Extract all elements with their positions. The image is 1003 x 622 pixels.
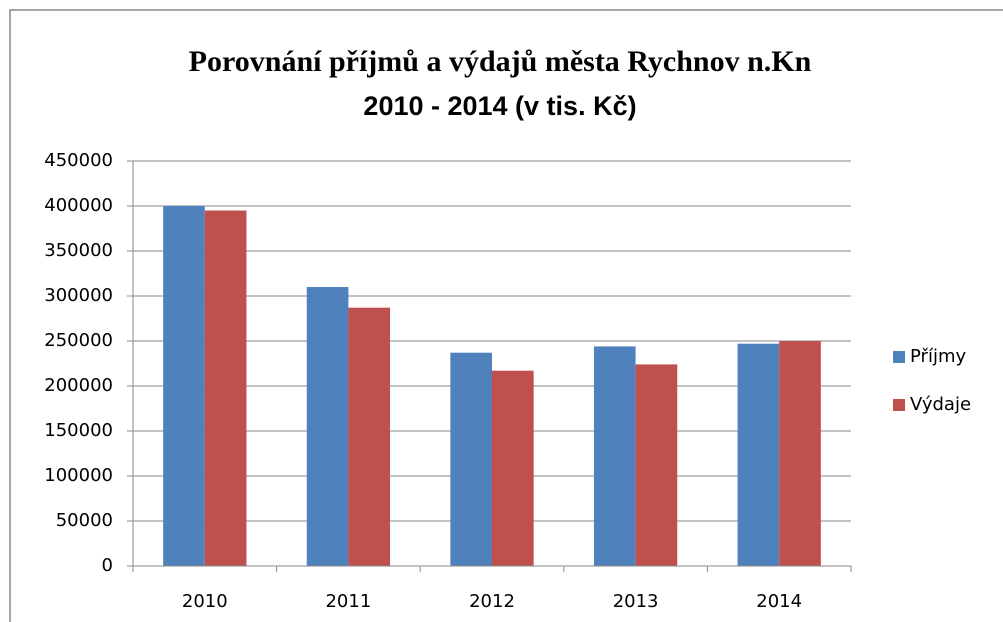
y-tick-label: 200000 xyxy=(44,375,113,396)
legend-swatch xyxy=(893,399,905,411)
legend-label: Výdaje xyxy=(910,394,971,415)
x-tick-label: 2013 xyxy=(613,591,659,612)
bar xyxy=(163,206,205,566)
bar xyxy=(593,346,636,566)
x-tick-label: 2012 xyxy=(469,591,515,612)
bar xyxy=(450,352,492,566)
x-tick-label: 2014 xyxy=(756,591,802,612)
y-tick-label: 300000 xyxy=(44,285,113,306)
y-tick-label: 450000 xyxy=(44,150,113,171)
chart-frame xyxy=(9,9,1003,622)
x-tick-label: 2010 xyxy=(182,591,228,612)
bar xyxy=(348,307,391,566)
bar xyxy=(779,341,821,566)
y-tick-label: 0 xyxy=(102,555,113,576)
legend-label: Příjmy xyxy=(910,346,966,367)
y-tick-label: 350000 xyxy=(44,240,113,261)
chart-title: Porovnání příjmů a výdajů města Rychnov … xyxy=(189,45,812,78)
bar xyxy=(492,370,534,566)
bar xyxy=(737,343,780,566)
bar xyxy=(306,287,349,566)
x-tick-label: 2011 xyxy=(325,591,371,612)
y-tick-label: 50000 xyxy=(56,510,113,531)
legend-swatch xyxy=(893,351,905,363)
bar xyxy=(204,210,247,566)
y-tick-label: 100000 xyxy=(44,465,113,486)
y-tick-label: 150000 xyxy=(44,420,113,441)
bar xyxy=(635,364,678,566)
chart-subtitle: 2010 - 2014 (v tis. Kč) xyxy=(363,91,636,121)
y-tick-label: 250000 xyxy=(44,330,113,351)
y-tick-label: 400000 xyxy=(44,195,113,216)
